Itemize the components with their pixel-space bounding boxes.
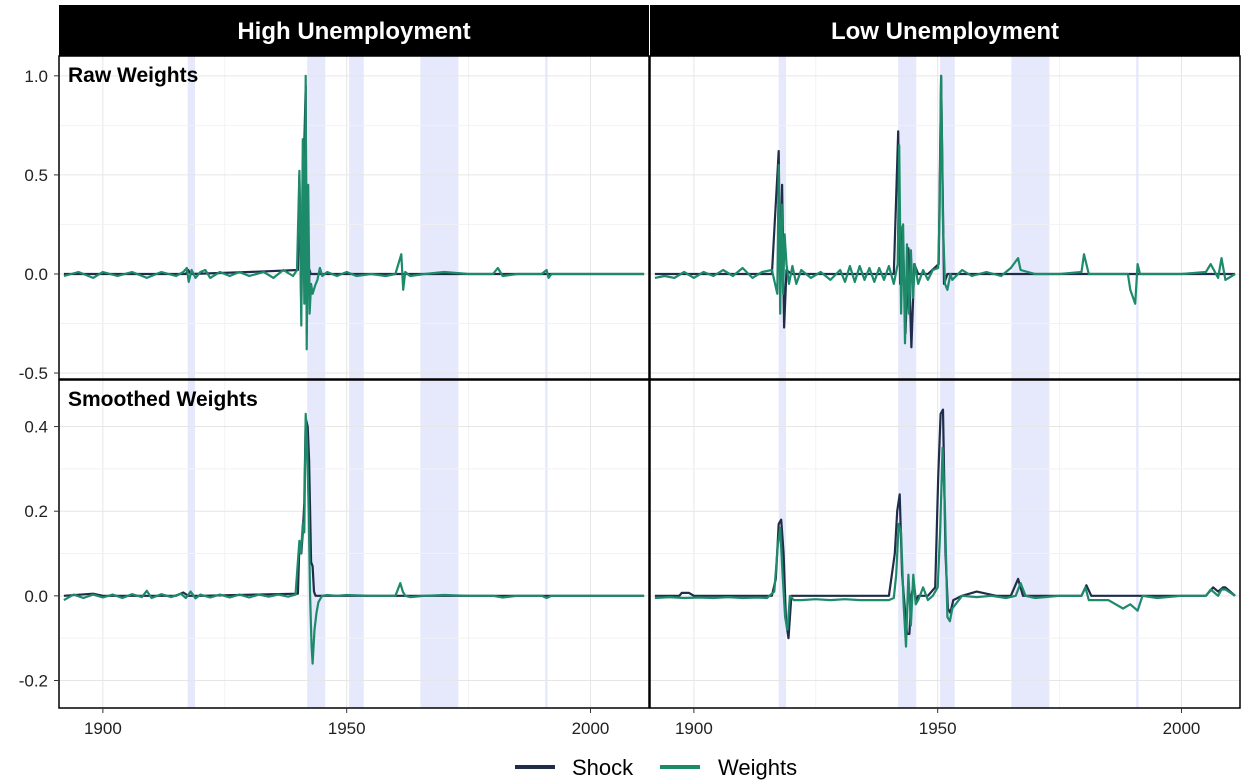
shaded-period: [187, 380, 196, 708]
panel-border: [649, 55, 1241, 380]
strip-high-unemployment: [59, 5, 649, 56]
x-tick-label: 1950: [328, 719, 366, 738]
y-tick-label: 1.0: [24, 67, 48, 86]
y-tick-label: -0.5: [19, 364, 48, 383]
shaded-period: [420, 56, 459, 379]
panel-border: [649, 379, 1241, 709]
series-line-weights: [654, 446, 1236, 648]
row-title-raw-weights: Raw Weights: [68, 64, 198, 87]
y-tick-label: -0.2: [19, 671, 48, 690]
shaded-period: [187, 56, 196, 379]
series-line-shock: [654, 408, 1236, 640]
panel-border: [58, 379, 650, 709]
y-tick-label: 0.0: [24, 265, 48, 284]
panel-border: [58, 55, 650, 380]
shaded-period: [1136, 56, 1139, 379]
x-tick-label: 2000: [1163, 719, 1201, 738]
shaded-period: [545, 56, 548, 379]
legend-label-weights: Weights: [718, 755, 797, 780]
series-lines: [63, 74, 1236, 665]
row-title-smoothed-weights: Smoothed Weights: [68, 388, 258, 411]
series-line-weights: [63, 74, 645, 351]
shaded-period: [307, 56, 326, 379]
strip-title-high-unemployment: High Unemployment: [237, 18, 470, 45]
axes: -0.5 0.0 0.5 1.0 -0.2 0.0 0.2 0.4 1900 1950 2000 19…: [19, 67, 1201, 738]
series-line-weights: [63, 412, 645, 665]
series-line-weights: [654, 74, 1236, 345]
y-tick-label: 0.2: [24, 502, 48, 521]
shaded-period: [420, 380, 459, 708]
legend-label-shock: Shock: [572, 755, 634, 780]
shaded-period: [349, 56, 364, 379]
shaded-periods: [187, 56, 1139, 708]
shaded-period: [349, 380, 364, 708]
strip-title-low-unemployment: Low Unemployment: [831, 18, 1059, 45]
y-tick-label: 0.4: [24, 418, 48, 437]
panel-borders: [58, 55, 1241, 709]
x-tick-label: 1950: [919, 719, 957, 738]
legend: Shock Weights: [515, 755, 797, 780]
x-tick-label: 1900: [675, 719, 713, 738]
shaded-period: [1136, 380, 1139, 708]
y-tick-label: 0.5: [24, 166, 48, 185]
strip-low-unemployment: [650, 5, 1240, 56]
y-tick-label: 0.0: [24, 587, 48, 606]
shaded-period: [898, 56, 917, 379]
shaded-period: [1011, 56, 1050, 379]
shaded-period: [545, 380, 548, 708]
x-tick-label: 2000: [572, 719, 610, 738]
shaded-period: [1011, 380, 1050, 708]
x-tick-label: 1900: [84, 719, 122, 738]
shaded-period: [940, 56, 955, 379]
